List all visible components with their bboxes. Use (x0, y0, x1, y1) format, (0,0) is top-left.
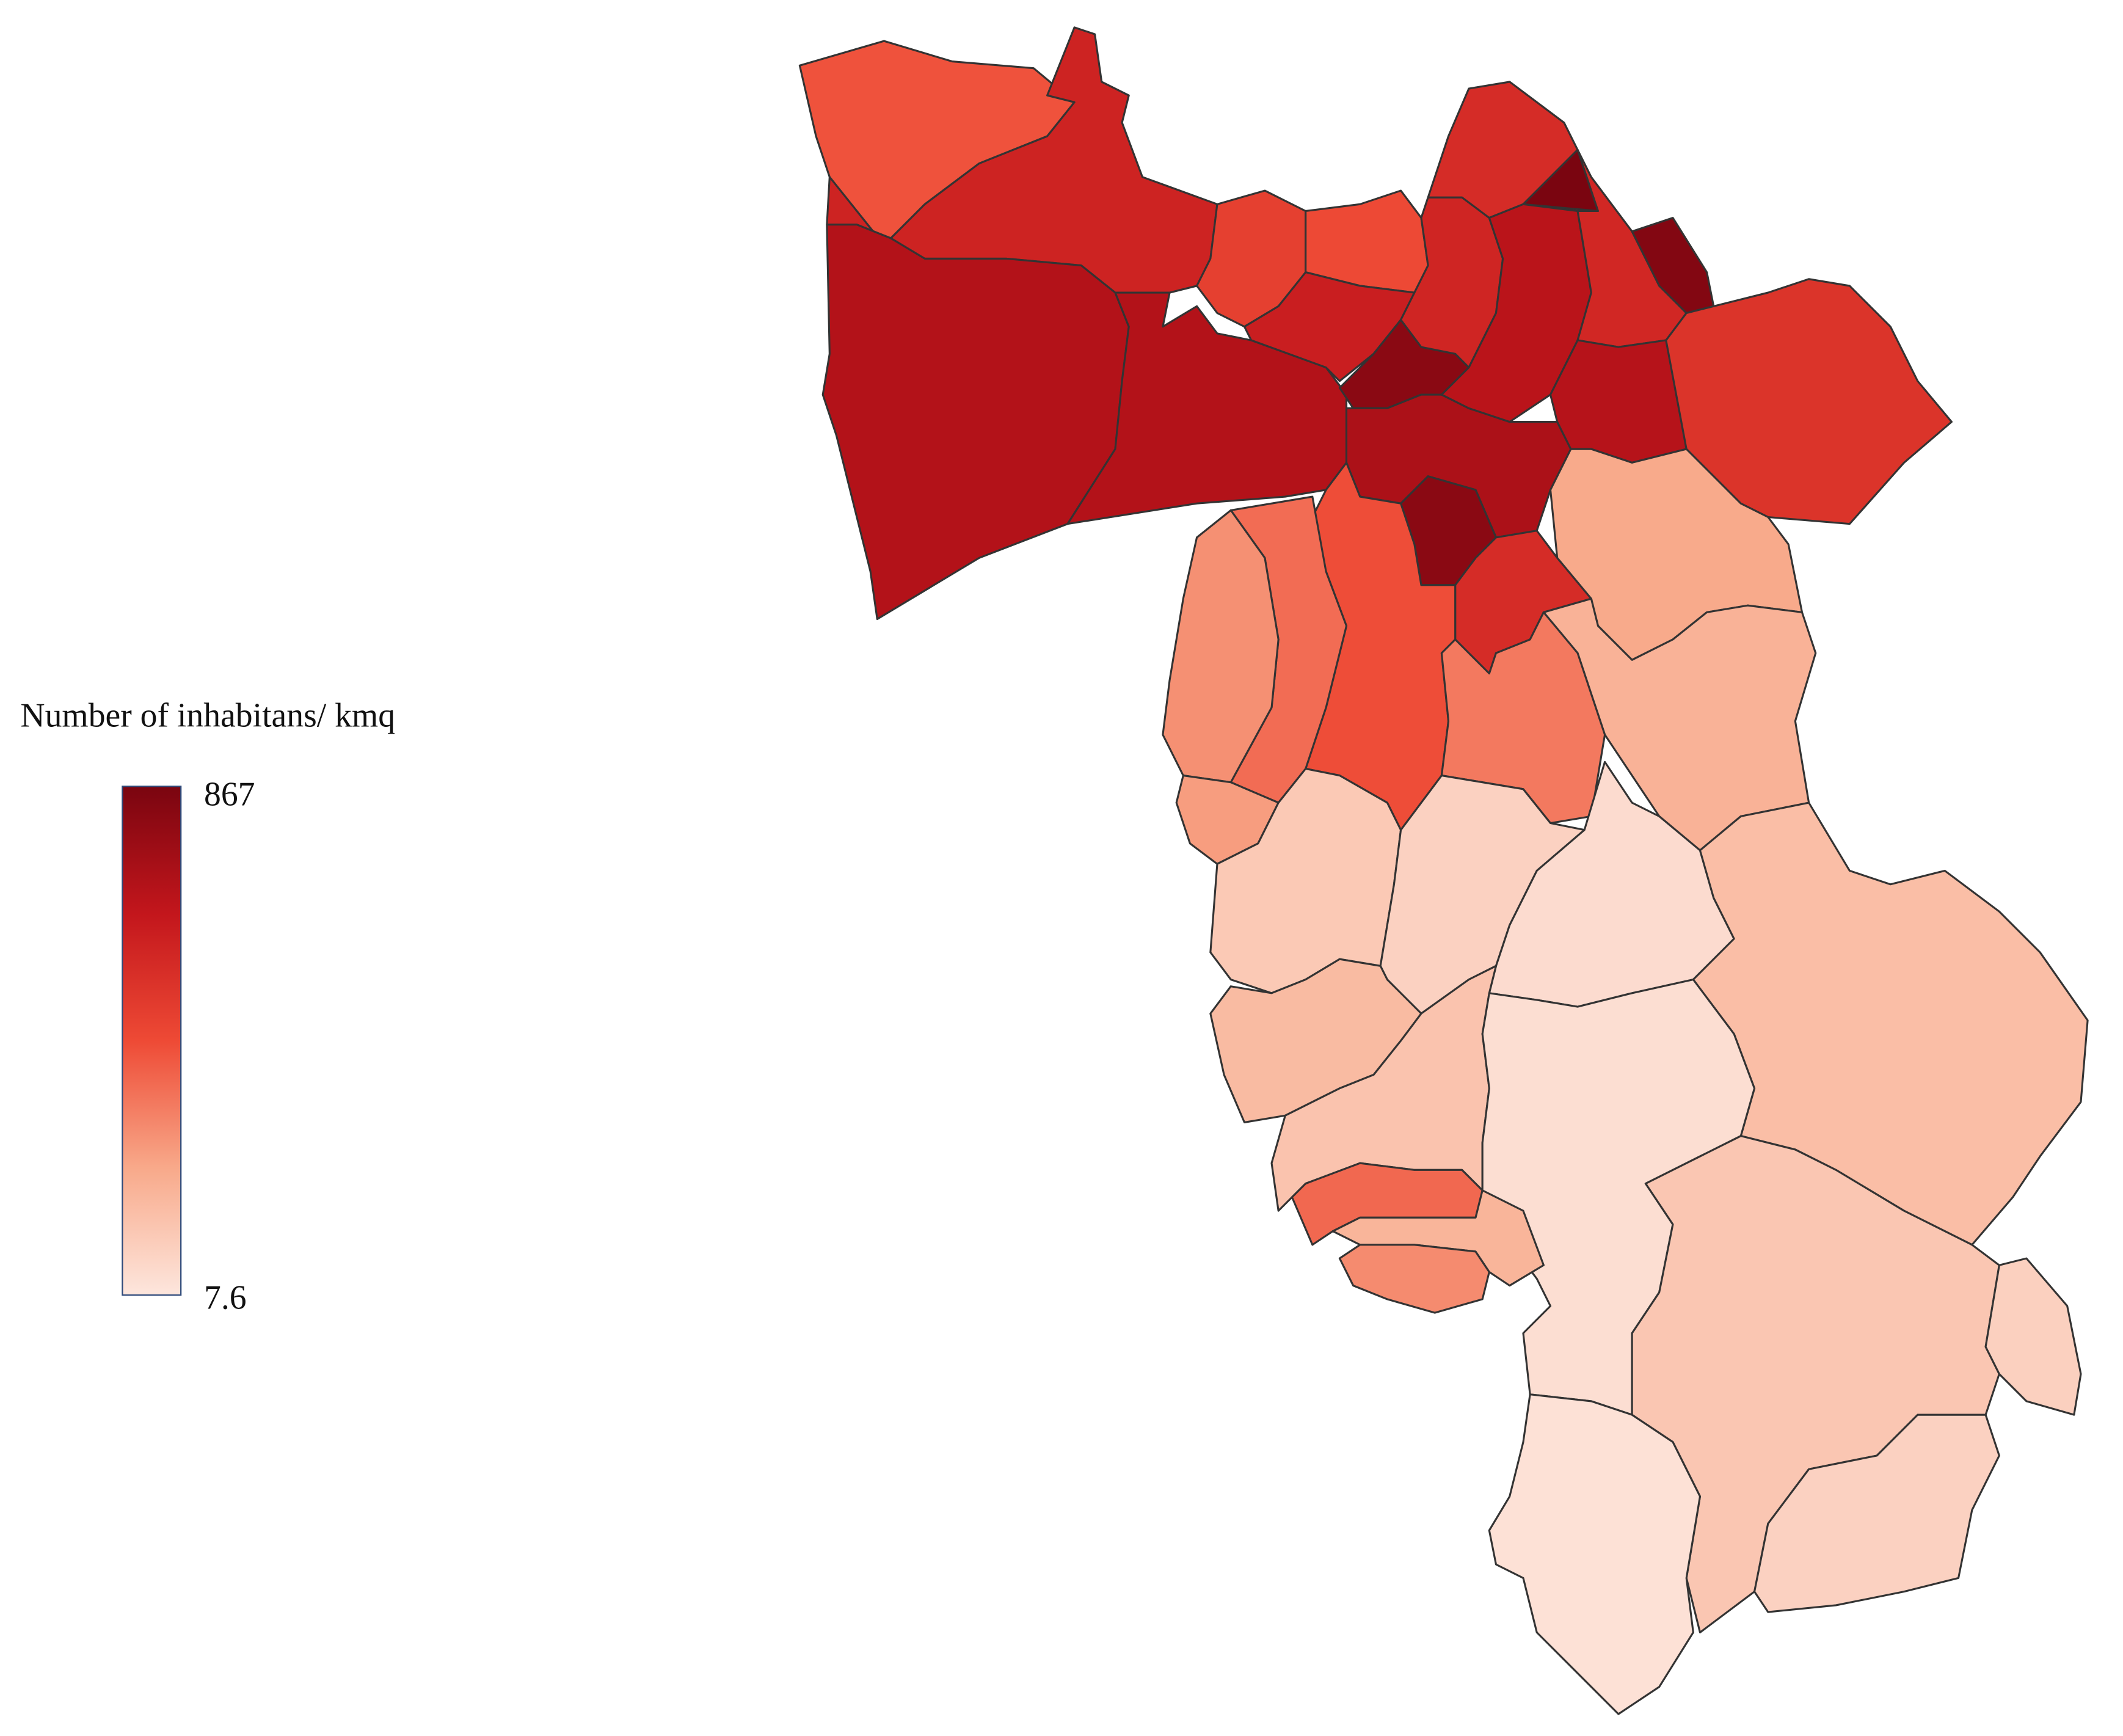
colorbar-min-label: 7.6 (204, 1278, 247, 1316)
region (1549, 339, 1688, 464)
region (1753, 1413, 2000, 1613)
colorbar-max-label: 867 (204, 776, 255, 814)
legend-title: Number of inhabitans/ kmq (20, 696, 395, 734)
region (1984, 1257, 2082, 1416)
colorbar (122, 786, 182, 1296)
regions (798, 26, 2089, 1715)
region (821, 224, 1130, 621)
region (1338, 1244, 1490, 1314)
region (1488, 1393, 1702, 1715)
